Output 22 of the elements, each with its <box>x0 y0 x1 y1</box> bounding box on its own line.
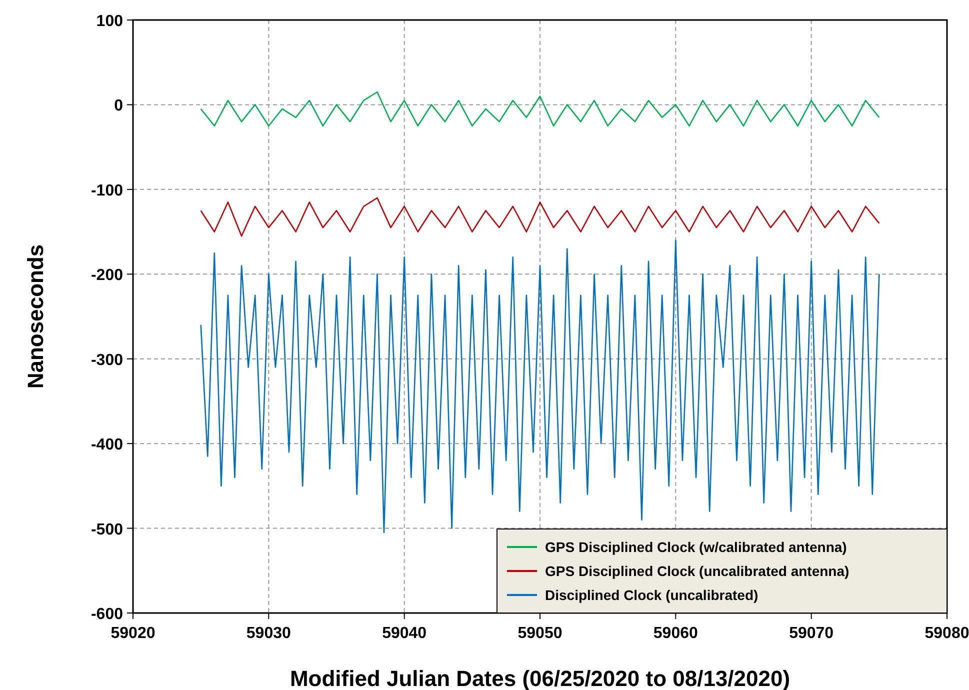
y-tick-label: -600 <box>90 606 124 623</box>
x-tick-label: 59040 <box>382 625 427 642</box>
x-tick-label: 59050 <box>518 625 562 642</box>
legend-label: GPS Disciplined Clock (uncalibrated antenna) <box>545 563 850 579</box>
y-tick-label: 0 <box>114 98 124 115</box>
x-tick-label: 59060 <box>653 625 698 642</box>
legend-label: Disciplined Clock (uncalibrated) <box>545 587 758 603</box>
x-tick-label: 59020 <box>110 625 156 642</box>
y-tick-label: -500 <box>90 521 124 538</box>
y-axis-title: Nanoseconds <box>23 244 48 389</box>
x-tick-label: 59080 <box>924 625 969 642</box>
x-tick-label: 59030 <box>246 625 292 642</box>
line-series <box>200 91 880 127</box>
y-tick-label: -400 <box>90 436 124 454</box>
legend-label: GPS Disciplined Clock (w/calibrated antenna) <box>545 539 847 555</box>
line-series <box>200 197 880 237</box>
line-series <box>200 240 880 534</box>
y-tick-label: -300 <box>90 352 124 369</box>
x-tick-label: 59070 <box>789 625 834 642</box>
y-tick-label: -100 <box>90 182 124 200</box>
y-tick-label: 100 <box>96 13 124 30</box>
y-tick-label: -200 <box>90 267 124 284</box>
